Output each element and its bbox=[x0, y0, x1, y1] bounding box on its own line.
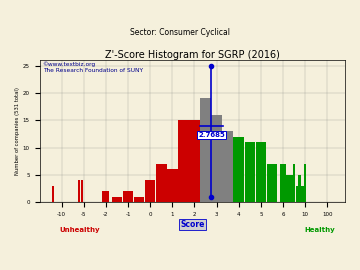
Bar bbox=[167, 169, 177, 202]
Bar bbox=[267, 164, 277, 202]
Bar bbox=[145, 180, 156, 202]
Bar bbox=[305, 164, 306, 202]
Title: Z'-Score Histogram for SGRP (2016): Z'-Score Histogram for SGRP (2016) bbox=[105, 50, 280, 60]
Bar bbox=[134, 197, 144, 202]
Text: Sector: Consumer Cyclical: Sector: Consumer Cyclical bbox=[130, 28, 230, 37]
Text: ©www.textbiz.org
The Research Foundation of SUNY: ©www.textbiz.org The Research Foundation… bbox=[42, 62, 143, 73]
X-axis label: Score: Score bbox=[180, 220, 204, 229]
Bar bbox=[290, 175, 293, 202]
Bar bbox=[123, 191, 133, 202]
Text: Healthy: Healthy bbox=[305, 227, 335, 233]
Bar bbox=[178, 120, 189, 202]
Bar bbox=[200, 98, 211, 202]
Bar bbox=[284, 175, 287, 202]
Bar bbox=[280, 164, 286, 202]
Bar bbox=[81, 180, 82, 202]
Bar bbox=[222, 131, 233, 202]
Y-axis label: Number of companies (531 total): Number of companies (531 total) bbox=[15, 87, 20, 175]
Bar bbox=[112, 197, 122, 202]
Bar bbox=[301, 186, 304, 202]
Bar bbox=[256, 142, 266, 202]
Bar bbox=[293, 164, 296, 202]
Bar bbox=[52, 186, 54, 202]
Bar bbox=[234, 137, 244, 202]
Bar bbox=[298, 175, 301, 202]
Bar bbox=[244, 142, 255, 202]
Bar bbox=[78, 180, 80, 202]
Bar bbox=[102, 191, 109, 202]
Bar bbox=[287, 175, 290, 202]
Text: Unhealthy: Unhealthy bbox=[59, 227, 100, 233]
Text: 2.7685: 2.7685 bbox=[198, 132, 225, 138]
Bar bbox=[211, 115, 222, 202]
Bar bbox=[189, 120, 200, 202]
Bar bbox=[296, 186, 298, 202]
Bar bbox=[156, 164, 167, 202]
